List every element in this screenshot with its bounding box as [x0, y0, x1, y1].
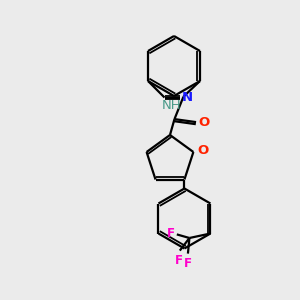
Text: O: O — [197, 144, 208, 157]
Text: N: N — [182, 91, 193, 104]
Text: F: F — [175, 254, 183, 267]
Text: NH: NH — [161, 99, 181, 112]
Text: F: F — [167, 227, 175, 240]
Text: F: F — [184, 256, 192, 270]
Text: O: O — [198, 116, 209, 129]
